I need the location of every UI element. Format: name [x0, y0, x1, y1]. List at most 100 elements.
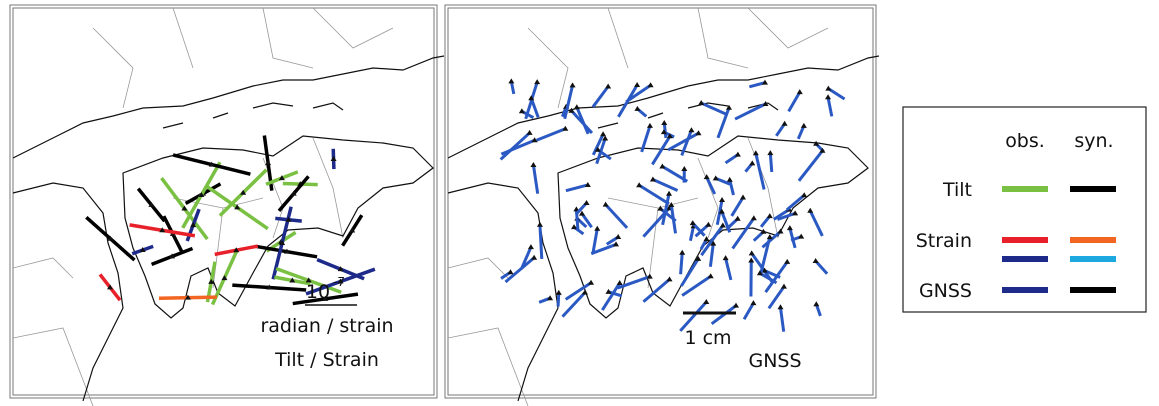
vector [535, 127, 566, 142]
vector [556, 292, 561, 307]
vector [764, 269, 781, 279]
legend-row: GNSS [919, 280, 972, 302]
station [139, 247, 146, 253]
vector [705, 176, 717, 195]
vector [728, 179, 735, 196]
station [752, 150, 759, 156]
vector [590, 243, 617, 256]
vector [814, 260, 829, 275]
station [718, 208, 725, 214]
station [800, 122, 807, 128]
vector [700, 101, 728, 116]
station [825, 94, 832, 100]
station [796, 89, 803, 95]
station [703, 236, 710, 242]
station [530, 161, 537, 167]
station [813, 140, 820, 146]
station [278, 175, 285, 181]
vector [826, 97, 834, 117]
station [208, 161, 215, 167]
station [719, 222, 726, 228]
station [234, 204, 241, 210]
tilt-strain-vectors [85, 135, 376, 306]
vector [788, 227, 797, 249]
station [748, 250, 755, 256]
station [518, 108, 525, 114]
vector [754, 152, 766, 190]
vector [710, 304, 737, 326]
station [798, 233, 805, 239]
station [725, 104, 732, 110]
station [583, 199, 590, 205]
station [169, 253, 176, 259]
station [722, 255, 729, 261]
station [148, 201, 155, 207]
station [547, 295, 554, 301]
scale-label: 1 cm [684, 327, 731, 349]
station [571, 224, 578, 230]
station [761, 79, 768, 85]
vector [730, 196, 745, 217]
vector [531, 164, 540, 194]
station [221, 275, 228, 281]
station [734, 151, 741, 157]
station [668, 202, 675, 208]
station [784, 258, 791, 264]
station [568, 107, 575, 113]
station [573, 104, 580, 110]
panel-frame [447, 7, 874, 396]
gnss-vectors [499, 78, 846, 332]
vector [688, 225, 696, 242]
vector [601, 282, 621, 311]
station [756, 270, 763, 276]
station [792, 210, 799, 216]
station [766, 213, 773, 219]
vector [591, 228, 599, 254]
vector [669, 204, 678, 234]
legend-row: Strain [916, 230, 972, 252]
panel-label: Tilt / Strain [274, 349, 379, 371]
legend-column: syn. [1074, 130, 1113, 152]
station [666, 276, 673, 282]
vector [625, 83, 652, 104]
vector [561, 291, 587, 318]
station [812, 258, 819, 264]
station [703, 174, 710, 180]
station [688, 127, 695, 133]
vector [680, 258, 700, 287]
station [681, 165, 688, 171]
station [107, 235, 114, 241]
station [507, 269, 514, 275]
legend-box [902, 106, 1147, 313]
station [666, 190, 673, 196]
vector [520, 246, 533, 269]
vector [797, 149, 824, 182]
scale-base: 10 [306, 281, 330, 303]
station [825, 85, 832, 91]
panel-frame [444, 4, 877, 399]
legend-row: Tilt [942, 179, 972, 201]
station [705, 221, 712, 227]
vector [808, 210, 824, 237]
vector [787, 91, 802, 113]
vector [661, 193, 671, 226]
station [594, 225, 601, 231]
station [634, 81, 641, 87]
station [733, 302, 740, 308]
station [337, 266, 344, 272]
vector [796, 125, 806, 140]
station [646, 273, 653, 279]
station [719, 196, 726, 202]
vector [529, 97, 540, 118]
station [107, 284, 114, 290]
station [605, 288, 612, 294]
vector [642, 278, 671, 303]
station [198, 192, 205, 198]
vector [768, 153, 774, 173]
vector [667, 131, 700, 152]
vector [640, 125, 652, 153]
legend-column: obs. [1005, 130, 1045, 152]
vector [604, 203, 629, 229]
panel-frame [9, 4, 438, 399]
